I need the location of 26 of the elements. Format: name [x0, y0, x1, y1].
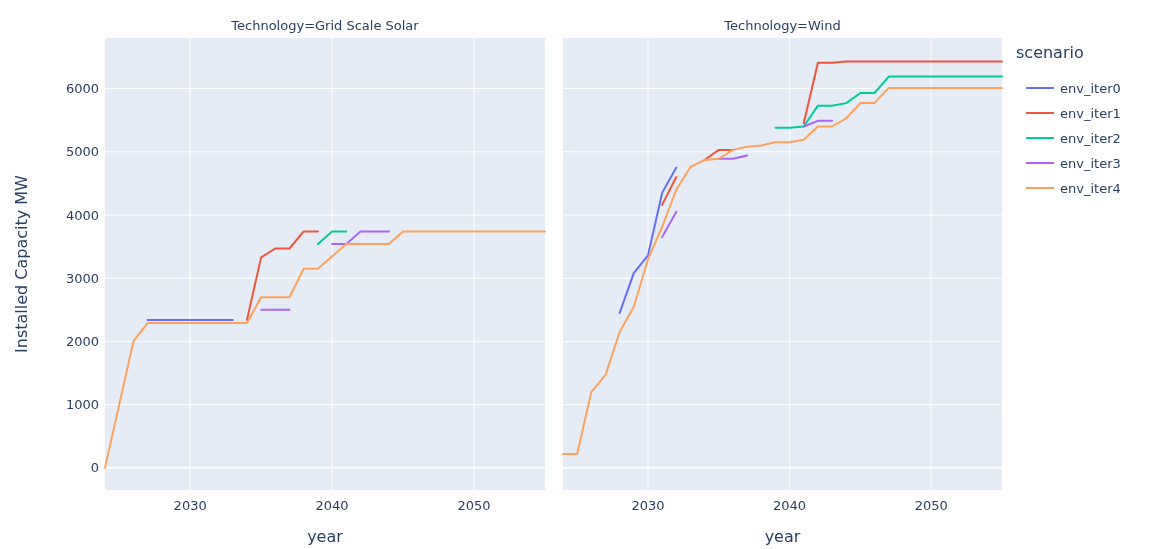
y-tick-label: 1000 — [65, 397, 99, 413]
x-tick-label: 2050 — [914, 498, 948, 513]
line-series — [104, 230, 546, 469]
x-axis-title: year — [764, 527, 801, 546]
line-series — [245, 230, 319, 321]
legend-label: env_iter3 — [1060, 156, 1121, 171]
x-axis-title: year — [307, 527, 344, 546]
chart-title: Technology=Wind — [723, 18, 841, 33]
legend-label: env_iter2 — [1060, 131, 1121, 146]
y-tick-label: 2000 — [65, 333, 99, 349]
y-tick-label: 5000 — [65, 144, 99, 160]
y-axis-title: Installed Capacity MW — [12, 174, 31, 353]
y-tick-label: 3000 — [65, 270, 99, 286]
legend-title: scenario — [1016, 43, 1084, 62]
legend-label: env_iter0 — [1060, 81, 1121, 96]
y-tick-label: 0 — [90, 460, 99, 476]
y-tick-label: 4000 — [65, 207, 99, 223]
legend-label: env_iter4 — [1060, 181, 1121, 196]
chart-title: Technology=Grid Scale Solar — [230, 18, 420, 33]
legend-label: env_iter1 — [1060, 106, 1121, 121]
x-tick-label: 2040 — [773, 498, 807, 513]
x-tick-label: 2030 — [173, 498, 207, 513]
x-tick-label: 2030 — [631, 498, 665, 513]
x-tick-label: 2050 — [457, 498, 491, 513]
x-tick-label: 2040 — [315, 498, 349, 513]
y-tick-label: 6000 — [65, 81, 99, 97]
